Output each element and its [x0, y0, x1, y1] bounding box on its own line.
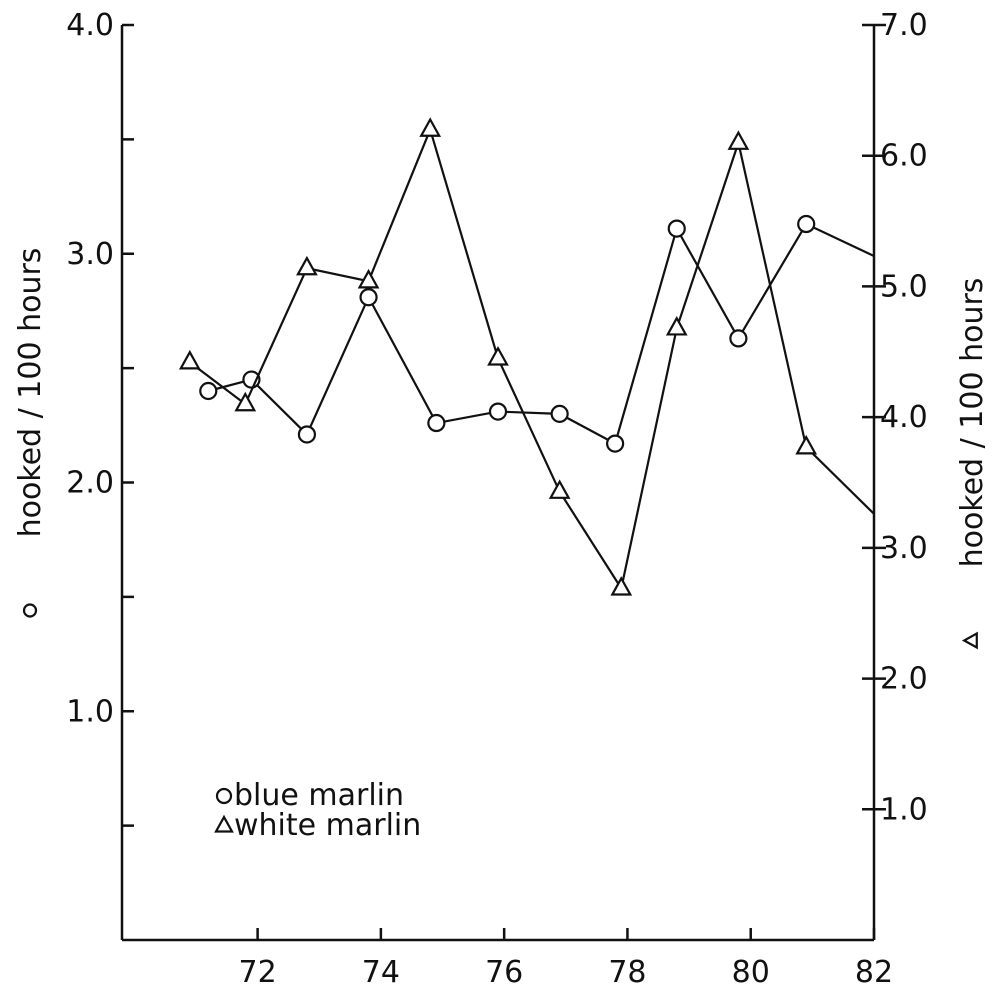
right-y-tick-label: 4.0 — [880, 400, 928, 435]
legend-triangle-icon — [214, 814, 234, 833]
data-point-triangle — [795, 434, 818, 455]
right-axis-title-text: hooked / 100 hours — [955, 278, 990, 568]
right-y-tick-label: 7.0 — [880, 8, 928, 43]
series-line-blue-marlin — [208, 222, 875, 446]
x-tick-label: 80 — [732, 955, 770, 990]
data-point-circle — [797, 214, 816, 234]
series-blue-marlin — [199, 214, 875, 453]
right-y-tick-label: 2.0 — [880, 662, 928, 697]
left-axis-title-text: hooked / 100 hours — [13, 248, 48, 538]
data-point-circle — [667, 219, 686, 238]
axes: 72 74 76 78 80 82 1.0 2.0 3.0 4.0 1.0 2.0 3.0 4.0 5.0 6… — [13, 8, 990, 990]
data-point-circle — [488, 402, 508, 421]
data-point-triangle — [665, 315, 688, 336]
data-point-circle — [199, 381, 218, 401]
left-y-tick-label: 1.0 — [66, 694, 114, 729]
legend-circle-icon — [215, 787, 233, 805]
legend-label: white marlin — [234, 808, 421, 843]
data-point-triangle — [178, 349, 201, 370]
data-point-circle — [729, 329, 748, 348]
right-axis-triangle-icon — [961, 631, 978, 650]
data-point-circle — [550, 404, 569, 423]
data-point-triangle — [487, 346, 509, 366]
data-point-triangle — [357, 268, 380, 289]
series-line-white-marlin — [189, 126, 875, 592]
data-point-triangle — [610, 576, 633, 596]
data-point-circle — [297, 425, 317, 444]
legend-label: blue marlin — [234, 778, 404, 813]
x-tick-label: 78 — [608, 955, 646, 990]
left-y-tick-label: 3.0 — [66, 237, 114, 272]
data-point-circle — [427, 413, 446, 433]
data-point-triangle — [548, 479, 571, 499]
left-axis-title: hooked / 100 hours — [13, 248, 48, 618]
left-y-tick-label: 2.0 — [66, 466, 114, 501]
right-axis-title: hooked / 100 hours — [955, 278, 990, 650]
data-point-triangle — [419, 117, 442, 137]
data-point-triangle — [727, 130, 750, 150]
right-y-tick-label: 3.0 — [880, 531, 928, 566]
x-tick-label: 72 — [239, 955, 277, 990]
data-point-circle — [359, 288, 378, 307]
right-y-tick-label: 1.0 — [880, 792, 928, 827]
series-white-marlin — [178, 117, 875, 596]
data-point-triangle — [234, 391, 257, 412]
series-layer — [178, 117, 875, 596]
left-y-tick-label: 4.0 — [66, 8, 114, 43]
data-point-triangle — [296, 255, 318, 276]
x-tick-label: 82 — [855, 955, 893, 990]
data-point-circle — [606, 434, 625, 453]
right-y-tick-label: 6.0 — [880, 139, 928, 174]
x-tick-label: 74 — [362, 955, 400, 990]
left-axis-circle-icon — [22, 603, 38, 618]
x-tick-label: 76 — [485, 955, 523, 990]
right-y-tick-label: 5.0 — [880, 269, 928, 304]
